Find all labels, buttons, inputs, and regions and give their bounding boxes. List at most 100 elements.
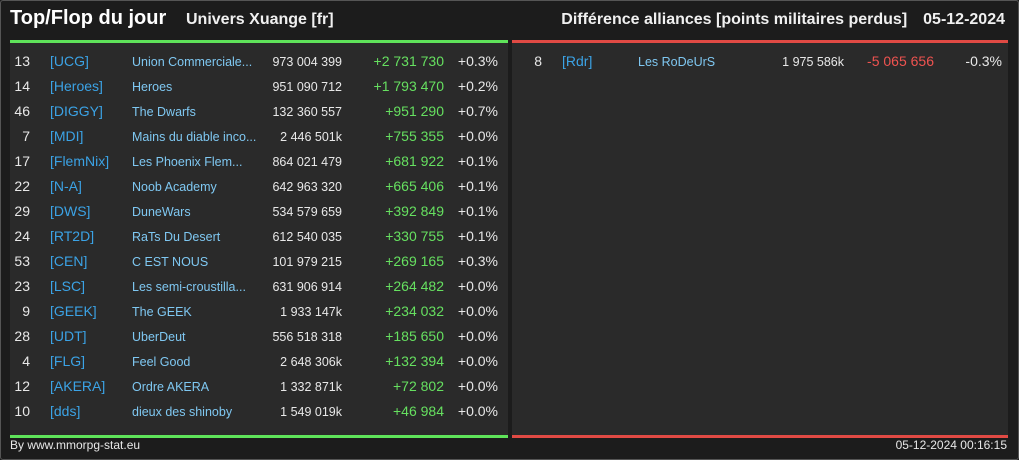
alliance-name-link[interactable]: DuneWars bbox=[132, 205, 191, 219]
points-difference: -5 065 656 bbox=[867, 53, 934, 69]
alliance-name-link[interactable]: The GEEK bbox=[132, 305, 192, 319]
flop-row: 8 [Rdr] Les RoDeUrS 1 975 586k -5 065 656 -0.… bbox=[512, 49, 1008, 74]
top-row: 24 [RT2D] RaTs Du Desert 612 540 035 +330 75… bbox=[10, 224, 508, 249]
points-difference: +755 355 bbox=[385, 128, 444, 144]
alliance-tag-link[interactable]: [CEN] bbox=[50, 253, 88, 269]
alliance-points: 101 979 215 bbox=[272, 255, 342, 269]
alliance-name-link[interactable]: Union Commerciale... bbox=[132, 55, 253, 69]
alliance-points: 1 332 871k bbox=[280, 380, 342, 394]
top-row: 22 [N-A] Noob Academy 642 963 320 +665 406 +0… bbox=[10, 174, 508, 199]
alliance-rank: 9 bbox=[22, 303, 30, 319]
percent-change: +0.7% bbox=[457, 103, 498, 119]
alliance-tag-link[interactable]: [Rdr] bbox=[562, 53, 593, 69]
alliance-points: 973 004 399 bbox=[272, 55, 342, 69]
alliance-rank: 14 bbox=[14, 78, 30, 94]
top-row: 12 [AKERA] Ordre AKERA 1 332 871k +72 802 +0.… bbox=[10, 374, 508, 399]
alliance-points: 951 090 712 bbox=[272, 80, 342, 94]
top-row: 13 [UCG] Union Commerciale... 973 004 399 +2… bbox=[10, 49, 508, 74]
percent-change: +0.1% bbox=[457, 228, 498, 244]
header-date: 05-12-2024 bbox=[923, 11, 1005, 28]
alliance-name-link[interactable]: Ordre AKERA bbox=[132, 380, 210, 394]
alliance-name-link[interactable]: RaTs Du Desert bbox=[132, 230, 221, 244]
alliance-points: 556 518 318 bbox=[272, 330, 342, 344]
footer-credit[interactable]: By www.mmorpg-stat.eu bbox=[10, 438, 141, 452]
alliance-tag-link[interactable]: [Heroes] bbox=[50, 78, 103, 94]
alliance-tag-link[interactable]: [N-A] bbox=[50, 178, 82, 194]
percent-change: +0.1% bbox=[457, 203, 498, 219]
alliance-rank: 22 bbox=[14, 178, 30, 194]
alliance-name-link[interactable]: Noob Academy bbox=[132, 180, 217, 194]
alliance-tag-link[interactable]: [GEEK] bbox=[50, 303, 97, 319]
points-difference: +681 922 bbox=[385, 153, 444, 169]
alliance-tag-link[interactable]: [UCG] bbox=[50, 53, 89, 69]
alliance-name-link[interactable]: Heroes bbox=[132, 80, 173, 94]
alliance-tag-link[interactable]: [dds] bbox=[50, 403, 81, 419]
top-row: 10 [dds] dieux des shinoby 1 549 019k +46 98… bbox=[10, 399, 508, 424]
percent-change: +0.1% bbox=[457, 178, 498, 194]
points-difference: +2 731 730 bbox=[373, 53, 444, 69]
percent-change: +0.0% bbox=[457, 303, 498, 319]
top-row: 7 [MDI] Mains du diable inco... 2 446 501k +… bbox=[10, 124, 508, 149]
alliance-name-link[interactable]: Mains du diable inco... bbox=[132, 130, 257, 144]
alliance-points: 534 579 659 bbox=[272, 205, 342, 219]
top-row: 23 [LSC] Les semi-croustilla... 631 906 914… bbox=[10, 274, 508, 299]
alliance-name-link[interactable]: The Dwarfs bbox=[132, 105, 196, 119]
percent-change: +0.3% bbox=[457, 53, 498, 69]
alliance-points: 864 021 479 bbox=[272, 155, 342, 169]
alliance-rank: 24 bbox=[14, 228, 30, 244]
points-difference: +1 793 470 bbox=[373, 78, 444, 94]
alliance-tag-link[interactable]: [UDT] bbox=[50, 328, 87, 344]
alliance-points: 1 933 147k bbox=[280, 305, 342, 319]
alliance-points: 2 446 501k bbox=[280, 130, 342, 144]
top-row: 46 [DIGGY] The Dwarfs 132 360 557 +951 290 +0… bbox=[10, 99, 508, 124]
points-difference: +330 755 bbox=[385, 228, 444, 244]
top-row: 14 [Heroes] Heroes 951 090 712 +1 793 470 +0.… bbox=[10, 74, 508, 99]
alliance-rank: 10 bbox=[14, 403, 30, 419]
alliance-tag-link[interactable]: [DIGGY] bbox=[50, 103, 103, 119]
percent-change: +0.0% bbox=[457, 328, 498, 344]
points-difference: +264 482 bbox=[385, 278, 444, 294]
points-difference: +185 650 bbox=[385, 328, 444, 344]
points-difference: +72 802 bbox=[393, 378, 444, 394]
header-right: Différence alliances [points militaires … bbox=[561, 11, 1005, 29]
alliance-name-link[interactable]: Feel Good bbox=[132, 355, 191, 369]
points-difference: +132 394 bbox=[385, 353, 444, 369]
percent-change: +0.2% bbox=[457, 78, 498, 94]
top-row: 28 [UDT] UberDeut 556 518 318 +185 650 +0.0% bbox=[10, 324, 508, 349]
alliance-name-link[interactable]: Les Phoenix Flem... bbox=[132, 155, 243, 169]
page-title: Top/Flop du jour bbox=[10, 7, 167, 29]
percent-change: +0.0% bbox=[457, 403, 498, 419]
alliance-name-link[interactable]: C EST NOUS bbox=[132, 255, 209, 269]
alliance-points: 1 549 019k bbox=[280, 405, 342, 419]
alliance-tag-link[interactable]: [AKERA] bbox=[50, 378, 106, 394]
points-difference: +46 984 bbox=[393, 403, 444, 419]
alliance-rank: 53 bbox=[14, 253, 30, 269]
points-difference: +665 406 bbox=[385, 178, 444, 194]
percent-change: +0.1% bbox=[457, 153, 498, 169]
alliance-name-link[interactable]: dieux des shinoby bbox=[132, 405, 233, 419]
alliance-tag-link[interactable]: [FlemNix] bbox=[50, 153, 110, 169]
percent-change: +0.0% bbox=[457, 378, 498, 394]
alliance-points: 631 906 914 bbox=[272, 280, 342, 294]
alliance-points: 2 648 306k bbox=[280, 355, 342, 369]
alliance-tag-link[interactable]: [MDI] bbox=[50, 128, 84, 144]
alliance-rank: 23 bbox=[14, 278, 30, 294]
alliance-tag-link[interactable]: [DWS] bbox=[50, 203, 91, 219]
alliance-points: 132 360 557 bbox=[272, 105, 342, 119]
percent-change: +0.0% bbox=[457, 353, 498, 369]
points-difference: +234 032 bbox=[385, 303, 444, 319]
alliance-name-link[interactable]: Les RoDeUrS bbox=[638, 55, 716, 69]
alliance-tag-link[interactable]: [FLG] bbox=[50, 353, 86, 369]
alliance-rank: 28 bbox=[14, 328, 30, 344]
alliance-tag-link[interactable]: [LSC] bbox=[50, 278, 86, 294]
percent-change: +0.0% bbox=[457, 128, 498, 144]
top-panel: 13 [UCG] Union Commerciale... 973 004 399 +2… bbox=[10, 40, 508, 438]
top-row: 9 [GEEK] The GEEK 1 933 147k +234 032 +0.0% bbox=[10, 299, 508, 324]
points-difference: +951 290 bbox=[385, 103, 444, 119]
percent-change: -0.3% bbox=[965, 53, 1002, 69]
alliance-name-link[interactable]: Les semi-croustilla... bbox=[132, 280, 246, 294]
alliance-name-link[interactable]: UberDeut bbox=[132, 330, 186, 344]
percent-change: +0.0% bbox=[457, 278, 498, 294]
alliance-tag-link[interactable]: [RT2D] bbox=[50, 228, 95, 244]
universe-label: Univers Xuange [fr] bbox=[186, 11, 334, 28]
